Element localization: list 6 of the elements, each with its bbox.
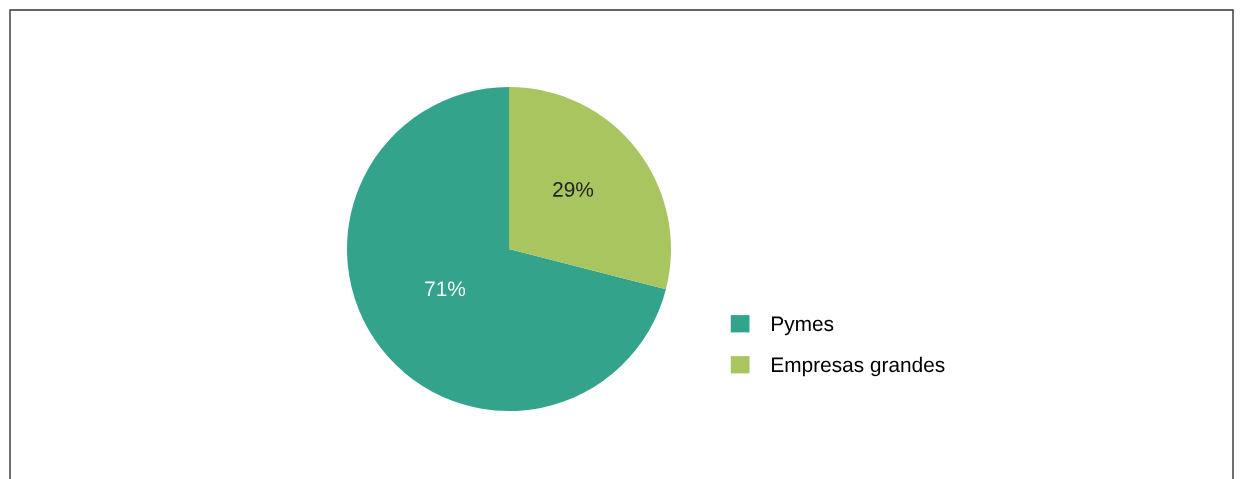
- data-label: 29%: [553, 182, 594, 197]
- legend-label: Pymes: [772, 316, 834, 336]
- pie-slice: [509, 87, 671, 290]
- pie-slice: [347, 87, 666, 411]
- data-label: 71%: [425, 281, 466, 297]
- legend-label: Empresas grandes: [772, 356, 945, 377]
